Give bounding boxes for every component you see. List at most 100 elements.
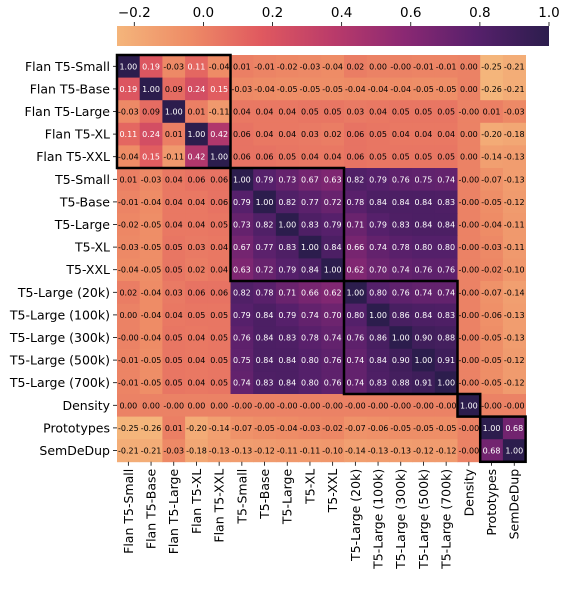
cell-value-label: -0.03 [300,62,321,71]
heatmap-cell [298,100,322,124]
cell-value-label: -0.00 [458,198,479,207]
cell-value-label: 0.74 [324,334,342,343]
heatmap-cell [344,213,368,237]
cell-value-label: 0.05 [210,221,228,230]
heatmap-cell [139,235,163,259]
heatmap-cell [230,55,254,78]
heatmap-cell [207,190,231,214]
cell-value-label: -0.03 [118,108,139,117]
heatmap-cell [207,371,231,395]
heatmap-cell [344,371,368,395]
heatmap-cell [253,122,277,146]
cell-value-label: -0.05 [254,424,275,433]
cell-value-label: 0.68 [505,424,523,433]
heatmap-cell [117,168,141,191]
heatmap-cell [389,394,413,417]
heatmap-cell [139,168,163,191]
heatmap-cell [502,77,526,101]
heatmap-cell [117,326,141,350]
cell-value-label: -0.00 [481,401,502,410]
cell-value-label: 0.84 [369,198,387,207]
heatmap-cell [298,190,322,214]
heatmap-cell [434,145,458,169]
heatmap-cell [275,100,299,124]
y-tick-label: T5-Large (100k) [9,307,110,322]
x-tick-label: T5-Large (500k) [416,469,431,570]
heatmap-cell [389,55,413,78]
cell-value-label: -0.11 [300,447,321,456]
heatmap-cell [321,394,345,417]
cell-value-label: 0.76 [233,334,251,343]
cell-value-label: 0.05 [301,108,319,117]
heatmap-cell [139,213,163,237]
cell-value-label: -0.03 [163,447,184,456]
heatmap-cell [207,416,231,440]
heatmap-cell [389,77,413,101]
cell-value-label: 0.05 [210,379,228,388]
cell-value-label: 0.00 [369,62,387,71]
heatmap-cell [321,100,345,124]
cell-value-label: 0.88 [437,334,455,343]
cell-value-label: -0.11 [277,447,298,456]
cell-value-label: 0.74 [301,311,319,320]
heatmap-cell [321,55,345,78]
heatmap-cell [275,258,299,282]
heatmap-cell [162,258,186,282]
colorbar-tick-label: 0.2 [262,5,283,21]
cell-value-label: 0.82 [278,198,296,207]
y-tick-label: Flan T5-XL [45,127,110,142]
heatmap-cell [457,258,481,282]
heatmap-cell [344,348,368,372]
cell-value-label: 0.04 [415,130,433,139]
cell-value-label: 0.05 [437,153,455,162]
cell-value-label: 0.74 [437,175,455,184]
cell-value-label: 0.04 [369,108,387,117]
heatmap-cell [412,258,436,282]
cell-value-label: -0.05 [481,334,502,343]
cell-value-label: -0.00 [458,356,479,365]
heatmap-cell [321,281,345,304]
cell-value-label: 1.00 [165,108,183,117]
cell-value-label: 0.74 [392,266,410,275]
cell-value-label: 0.74 [437,288,455,297]
heatmap-cell [139,416,163,440]
heatmap-cell [230,168,254,191]
cell-value-label: 0.05 [392,153,410,162]
cell-value-label: -0.20 [186,424,207,433]
cell-value-label: -0.00 [390,62,411,71]
heatmap-cell [253,235,277,259]
cell-value-label: 0.01 [188,108,206,117]
cell-value-label: 0.06 [210,288,228,297]
cell-value-label: -0.06 [481,311,502,320]
heatmap-cell [434,394,458,417]
cell-value-label: 1.00 [233,175,251,184]
cell-value-label: -0.04 [345,85,366,94]
heatmap-cell [502,122,526,146]
cell-value-label: 0.04 [188,198,206,207]
cell-value-label: -0.00 [458,108,479,117]
cell-value-label: -0.04 [368,85,389,94]
cell-value-label: -0.18 [504,130,525,139]
cell-value-label: 0.04 [165,198,183,207]
cell-value-label: 0.19 [119,85,137,94]
cell-value-label: 1.00 [346,288,364,297]
heatmap-cell [502,55,526,78]
y-tick-label: Density [62,398,110,413]
cell-value-label: 0.05 [369,130,387,139]
heatmap-cell [230,122,254,146]
heatmap-cell [185,326,209,350]
heatmap-cell [230,190,254,214]
y-tick-label: SemDeDup [39,443,110,458]
cell-value-label: 0.04 [437,130,455,139]
heatmap-cell [139,371,163,395]
cell-value-label: -0.05 [141,243,162,252]
cell-value-label: 0.04 [165,221,183,230]
cell-value-label: 0.84 [392,198,410,207]
cell-value-label: -0.11 [504,221,525,230]
cell-value-label: 1.00 [142,85,160,94]
heatmap-cell [502,281,526,304]
cell-value-label: 0.90 [392,356,410,365]
cell-value-label: -0.05 [300,85,321,94]
heatmap-cell [366,100,390,124]
heatmap-cell [207,168,231,191]
